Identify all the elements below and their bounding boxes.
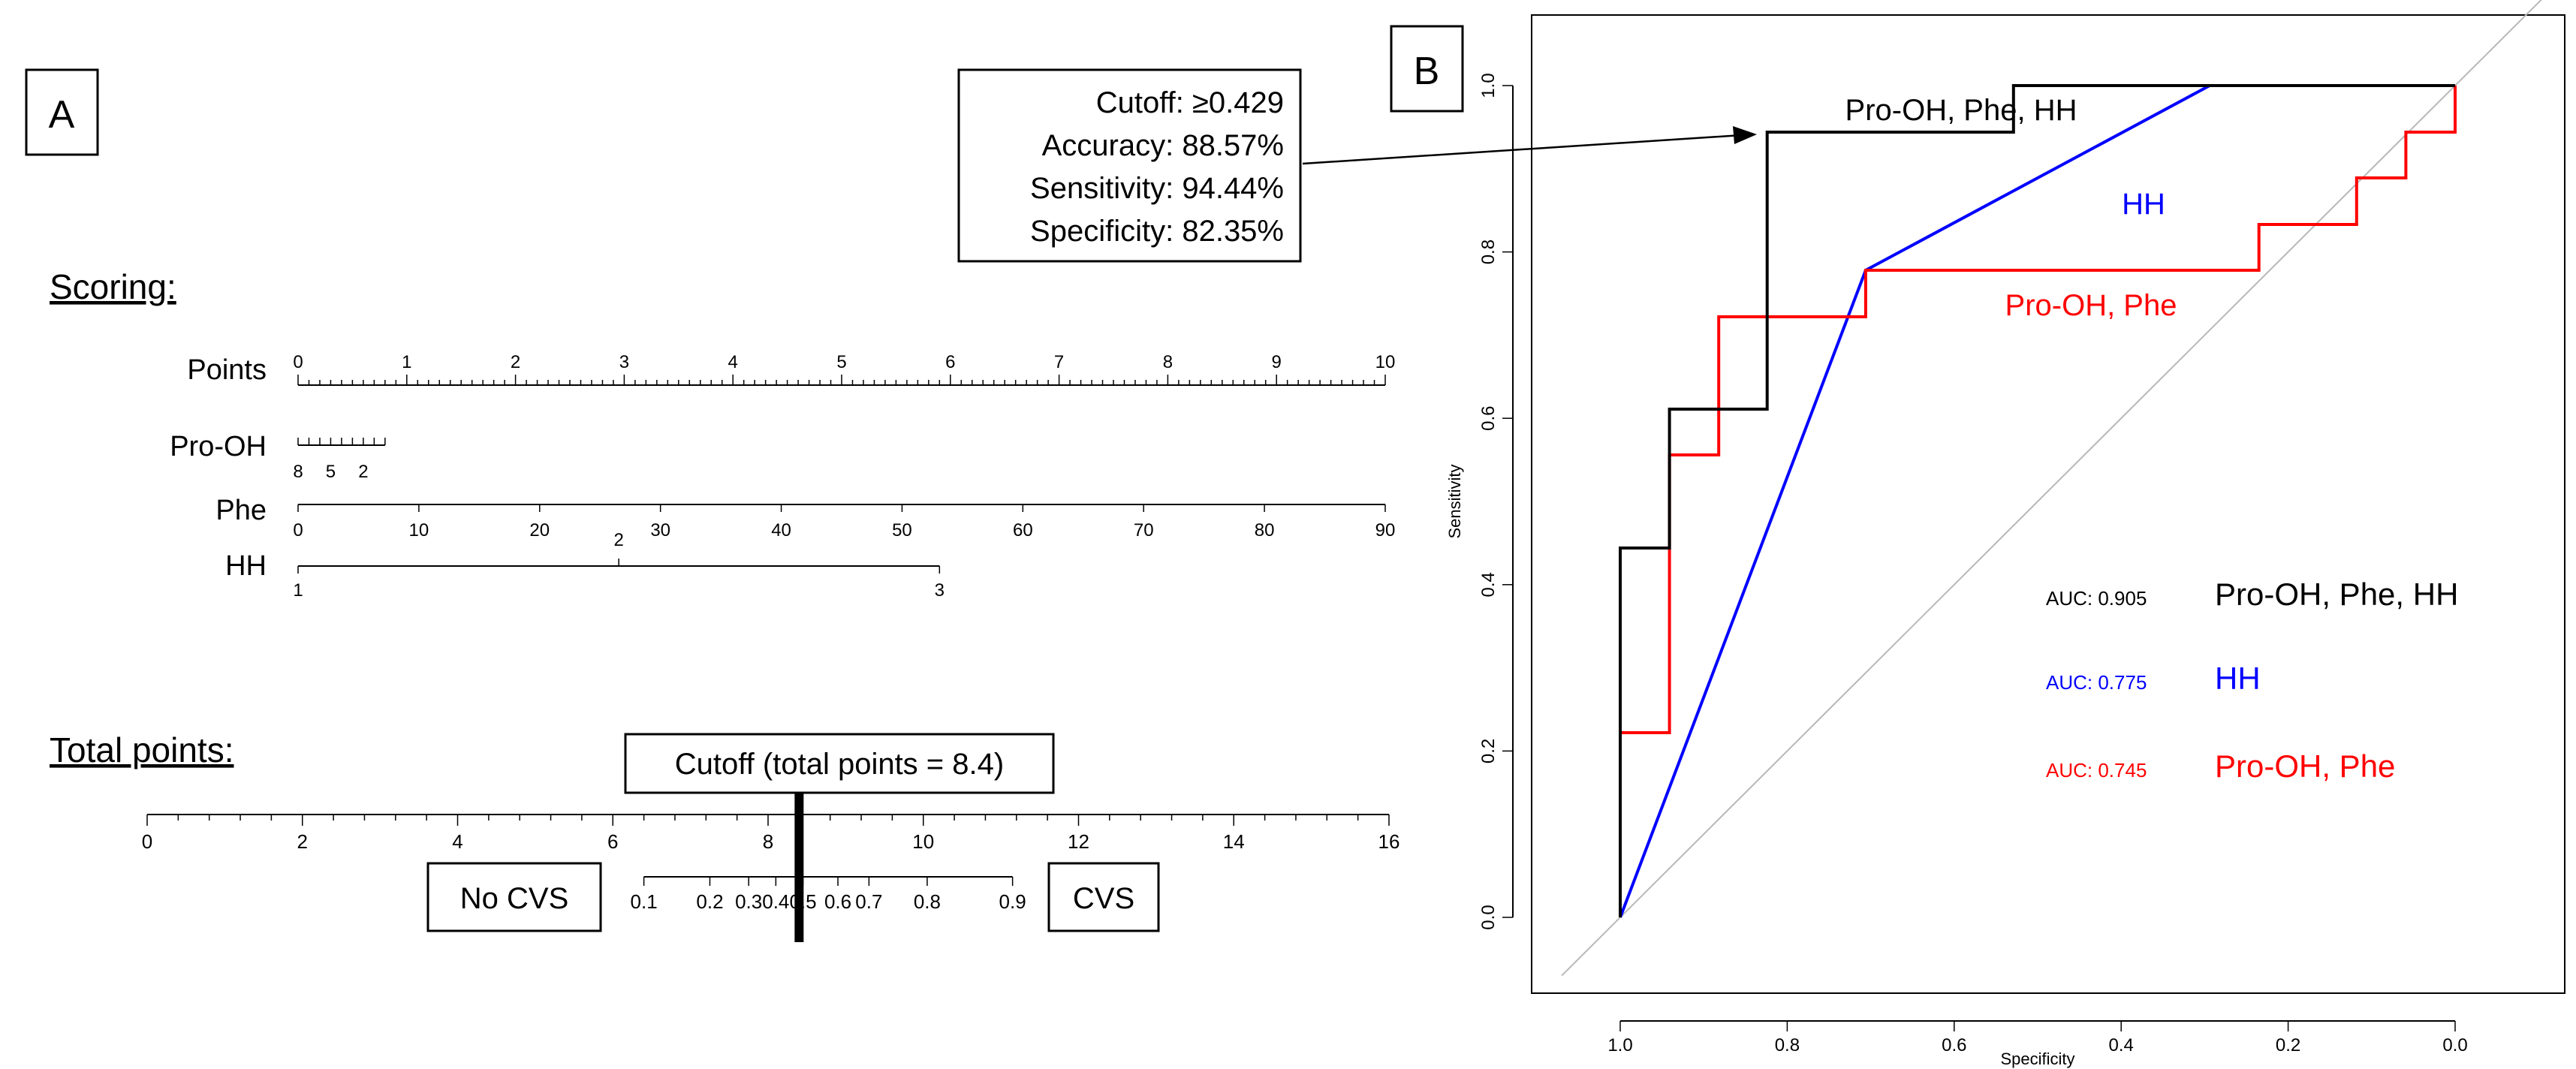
points-tick-label: 8: [1163, 352, 1173, 372]
points-tick-label: 5: [836, 352, 846, 372]
scoring-heading: Scoring:: [50, 267, 176, 306]
points-tick-label: 0: [293, 352, 303, 372]
no-cvs-label: No CVS: [460, 882, 569, 915]
probability-tick-label: 0.7: [855, 890, 882, 913]
points-tick-label: 7: [1054, 352, 1064, 372]
curve-label: Pro-OH, Phe, HH: [1845, 94, 2077, 127]
roc-series-line-pro-oh-phe: [1619, 86, 2457, 917]
no-cvs-box: [426, 862, 602, 932]
hh-tick-label: 3: [935, 580, 945, 601]
points-tick-label: 1: [402, 352, 411, 372]
total-tick-label: 6: [607, 830, 618, 853]
x-tick-label: 0.8: [1775, 1035, 1800, 1055]
callout-cutoff: Cutoff: ≥0.429: [1096, 86, 1284, 119]
curve-label: Pro-OH, Phe: [2005, 289, 2177, 322]
reference-diagonal: [1561, 0, 2542, 977]
phe-tick-label: 20: [529, 520, 550, 541]
legend-name: Pro-OH, Phe: [2215, 748, 2395, 784]
y-tick-label: 0.8: [1478, 239, 1499, 264]
x-tick-label: 0.2: [2276, 1035, 2300, 1055]
callout-sensitivity: Sensitivity: 94.44%: [1030, 172, 1284, 205]
probability-tick-label: 0.3: [735, 890, 762, 913]
total-tick-label: 0: [142, 830, 152, 853]
hh-axis-title: HH: [225, 550, 267, 582]
total-tick-label: 4: [452, 830, 462, 853]
phe-tick-label: 80: [1255, 520, 1275, 541]
roc-series-line-pro-oh-phe-hh: [1619, 84, 2455, 917]
legend-name: Pro-OH, Phe, HH: [2215, 577, 2458, 612]
y-tick-label: 0.2: [1478, 739, 1499, 763]
panel-b: B 1.0 0.8 0.6 0.4 0.2 0.0 Specificity 0.0 0.2 0.4…: [957, 0, 2565, 1068]
cvs-box: [1047, 862, 1160, 932]
callout-specificity: Specificity: 82.35%: [1030, 215, 1284, 248]
roc-chart: 1.0 0.8 0.6 0.4 0.2 0.0 Specificity 0.0 0.2 0.4 0.…: [1445, 0, 2542, 1068]
points-tick-label: 4: [728, 352, 738, 372]
y-tick-label: 0.6: [1478, 406, 1499, 431]
points-tick-label: 6: [945, 352, 955, 372]
legend-auc: AUC: 0.745: [2046, 759, 2147, 781]
total-tick-label: 12: [1068, 830, 1089, 853]
x-tick-label: 0.0: [2442, 1035, 2467, 1055]
x-tick-label: 0.6: [1942, 1035, 1966, 1055]
total-tick-label: 16: [1378, 830, 1400, 853]
panel-a: A Scoring: Total points: Points 0 1 2 3 4 5 6 7 8…: [25, 68, 1400, 942]
y-tick-label: 0.4: [1478, 572, 1499, 597]
y-tick-label: 1.0: [1478, 73, 1499, 98]
phe-tick-label: 70: [1134, 520, 1154, 541]
probability-tick-label: 0.6: [824, 890, 851, 913]
total-points-heading: Total points:: [50, 730, 233, 769]
hh-tick-label: 2: [613, 530, 623, 550]
points-axis-title: Points: [187, 354, 267, 386]
hh-tick-label: 1: [293, 580, 303, 601]
probability-tick-label: 0.9: [999, 890, 1026, 913]
panel-b-label: B: [1414, 50, 1440, 93]
probability-tick-label: 0.1: [631, 890, 658, 913]
cvs-label: CVS: [1073, 882, 1134, 915]
pro-oh-tick-label: 8: [293, 462, 303, 482]
total-tick-label: 8: [763, 830, 773, 853]
callout-accuracy: Accuracy: 88.57%: [1042, 129, 1284, 162]
total-tick-label: 14: [1223, 830, 1245, 853]
x-tick-label: 1.0: [1607, 1035, 1632, 1055]
pro-oh-tick-label: 5: [326, 462, 336, 482]
total-tick-label: 2: [297, 830, 308, 853]
x-axis-title: Specificity: [2000, 1049, 2074, 1068]
phe-tick-label: 30: [650, 520, 670, 541]
y-tick-label: 0.0: [1478, 905, 1499, 929]
callout-arrow-line: [1302, 134, 1743, 165]
x-tick-label: 0.4: [2109, 1035, 2134, 1055]
cutoff-box: [624, 733, 1055, 794]
phe-tick-label: 60: [1013, 520, 1033, 541]
phe-axis-title: Phe: [215, 495, 267, 526]
roc-plot-frame: [1531, 14, 2565, 994]
callout-box: [957, 68, 1302, 263]
points-tick-label: 10: [1375, 352, 1396, 372]
panel-a-label: A: [49, 93, 75, 137]
curve-label: HH: [2122, 188, 2165, 221]
cutoff-box-text: Cutoff (total points = 8.4): [675, 748, 1004, 781]
probability-tick-label: 0.4: [762, 890, 789, 913]
callout-arrowhead: [1733, 126, 1757, 144]
phe-tick-label: 40: [771, 520, 791, 541]
phe-tick-label: 90: [1375, 520, 1396, 541]
pro-oh-tick-label: 2: [358, 462, 368, 482]
total-tick-label: 10: [912, 830, 934, 853]
points-tick-label: 9: [1272, 352, 1282, 372]
probability-tick-label: 0.2: [696, 890, 723, 913]
phe-tick-label: 10: [409, 520, 429, 541]
y-axis-title: Sensitivity: [1445, 464, 1464, 538]
legend-name: HH: [2215, 661, 2261, 696]
phe-tick-label: 0: [293, 520, 303, 541]
probability-tick-label: 0.8: [914, 890, 941, 913]
points-tick-label: 2: [511, 352, 520, 372]
legend-auc: AUC: 0.905: [2046, 587, 2147, 610]
phe-tick-label: 50: [892, 520, 912, 541]
pro-oh-axis-title: Pro-OH: [170, 431, 267, 462]
points-tick-label: 3: [619, 352, 629, 372]
legend-auc: AUC: 0.775: [2046, 671, 2147, 694]
